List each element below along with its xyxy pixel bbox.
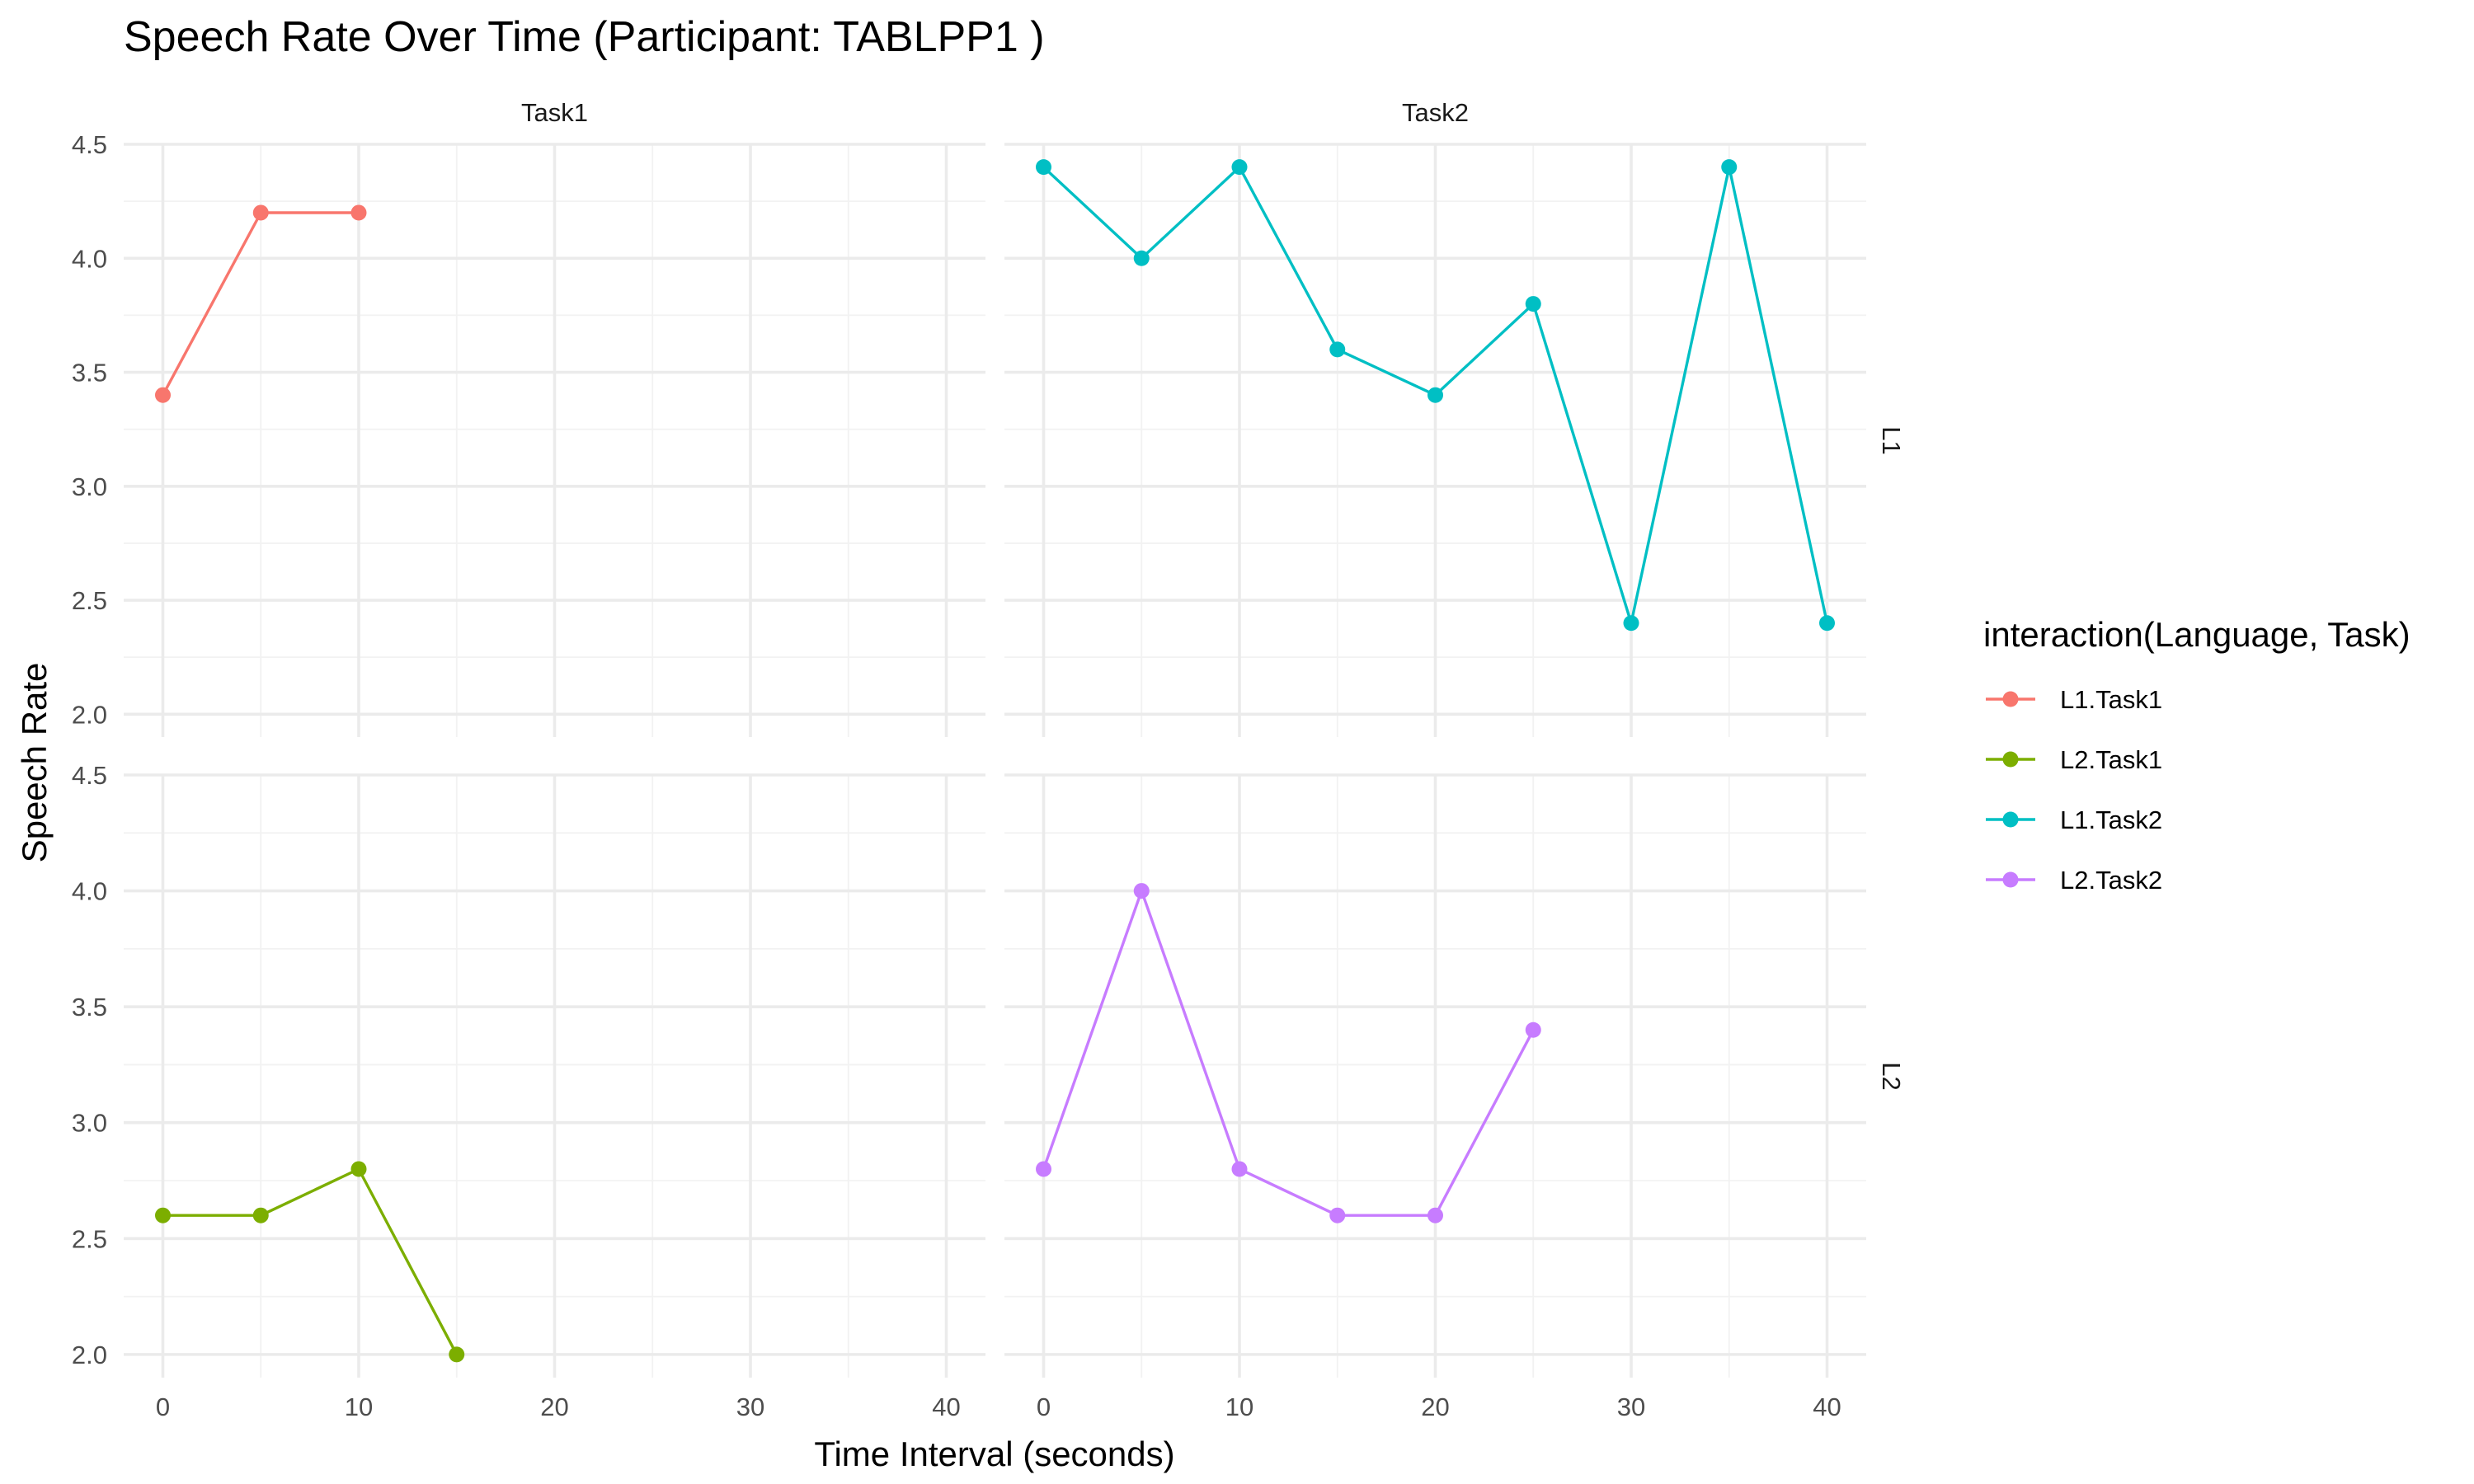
data-point <box>1427 1207 1443 1223</box>
series-L1.Task1 <box>155 204 367 403</box>
series-L2.Task2 <box>1036 883 1541 1223</box>
facet-row-label: L1 <box>1877 426 1906 454</box>
y-tick-label: 3.0 <box>72 1109 107 1138</box>
x-tick-label: 40 <box>1813 1392 1841 1421</box>
data-point <box>1721 159 1738 176</box>
x-tick-label: 10 <box>345 1392 373 1421</box>
data-point <box>449 1346 465 1363</box>
data-point <box>1231 159 1248 176</box>
facet-row-label: L2 <box>1877 1062 1906 1090</box>
chart-title: Speech Rate Over Time (Participant: TABL… <box>124 13 1045 61</box>
data-point <box>252 1207 269 1223</box>
x-tick-label: 0 <box>156 1392 170 1421</box>
legend-item: L2.Task2 <box>1986 866 2162 895</box>
series-line <box>1042 889 1535 1217</box>
y-tick-label: 2.5 <box>72 1224 107 1253</box>
x-tick-label: 20 <box>540 1392 568 1421</box>
legend-key-point <box>2002 751 2019 768</box>
facet-column-label: Task2 <box>1402 98 1469 127</box>
series-L1.Task2 <box>1036 159 1835 632</box>
data-point <box>350 1161 367 1177</box>
legend-key-point <box>2002 691 2019 707</box>
panel-L1-Task1 <box>124 143 985 737</box>
series-L2.Task1 <box>155 1161 465 1363</box>
facet-column-label: Task1 <box>521 98 588 127</box>
y-tick-label: 4.5 <box>72 761 107 790</box>
data-point <box>1819 615 1835 632</box>
panel-L2-Task1 <box>124 773 985 1378</box>
x-tick-label: 30 <box>736 1392 764 1421</box>
data-point <box>1525 296 1541 312</box>
data-point <box>1427 387 1443 403</box>
data-point <box>155 387 171 403</box>
data-point <box>1036 1161 1051 1177</box>
data-point <box>252 204 269 221</box>
data-point <box>1133 883 1150 899</box>
data-point <box>350 204 367 221</box>
data-point <box>1133 250 1150 266</box>
data-point <box>1329 1207 1346 1223</box>
y-tick-label: 2.5 <box>72 586 107 615</box>
data-point <box>1036 159 1051 176</box>
data-point <box>1623 615 1639 632</box>
y-tick-label: 4.5 <box>72 130 107 159</box>
data-point <box>1525 1021 1541 1038</box>
x-tick-label: 40 <box>932 1392 960 1421</box>
y-tick-label: 4.0 <box>72 244 107 273</box>
x-tick-label: 20 <box>1421 1392 1449 1421</box>
legend: interaction(Language, Task) L1.Task1 L2.T… <box>1983 615 2411 895</box>
series-line <box>162 1167 459 1355</box>
legend-key-point <box>2002 871 2019 888</box>
panel-L2-Task2 <box>1004 773 1866 1378</box>
y-tick-label: 2.0 <box>72 700 107 729</box>
data-point <box>1231 1161 1248 1177</box>
legend-label: L2.Task1 <box>2060 745 2162 774</box>
y-tick-label: 2.0 <box>72 1341 107 1369</box>
data-point <box>155 1207 171 1223</box>
facet-panels <box>124 143 1866 1378</box>
legend-label: L1.Task1 <box>2060 685 2162 714</box>
panel-L1-Task2 <box>1004 143 1866 737</box>
legend-title: interaction(Language, Task) <box>1983 615 2411 654</box>
data-point <box>1329 341 1346 358</box>
y-tick-label: 3.5 <box>72 993 107 1021</box>
legend-item: L1.Task2 <box>1986 805 2162 834</box>
legend-key-point <box>2002 811 2019 828</box>
legend-item: L2.Task1 <box>1986 745 2162 774</box>
y-tick-label: 4.0 <box>72 877 107 906</box>
x-axis-label: Time Interval (seconds) <box>814 1435 1174 1473</box>
y-tick-label: 3.0 <box>72 472 107 501</box>
legend-label: L2.Task2 <box>2060 866 2162 895</box>
x-tick-label: 0 <box>1037 1392 1051 1421</box>
legend-label: L1.Task2 <box>2060 805 2162 834</box>
legend-item: L1.Task1 <box>1986 685 2162 714</box>
y-tick-label: 3.5 <box>72 359 107 387</box>
x-tick-label: 10 <box>1225 1392 1253 1421</box>
y-axis-label: Speech Rate <box>15 663 54 863</box>
x-tick-label: 30 <box>1617 1392 1645 1421</box>
